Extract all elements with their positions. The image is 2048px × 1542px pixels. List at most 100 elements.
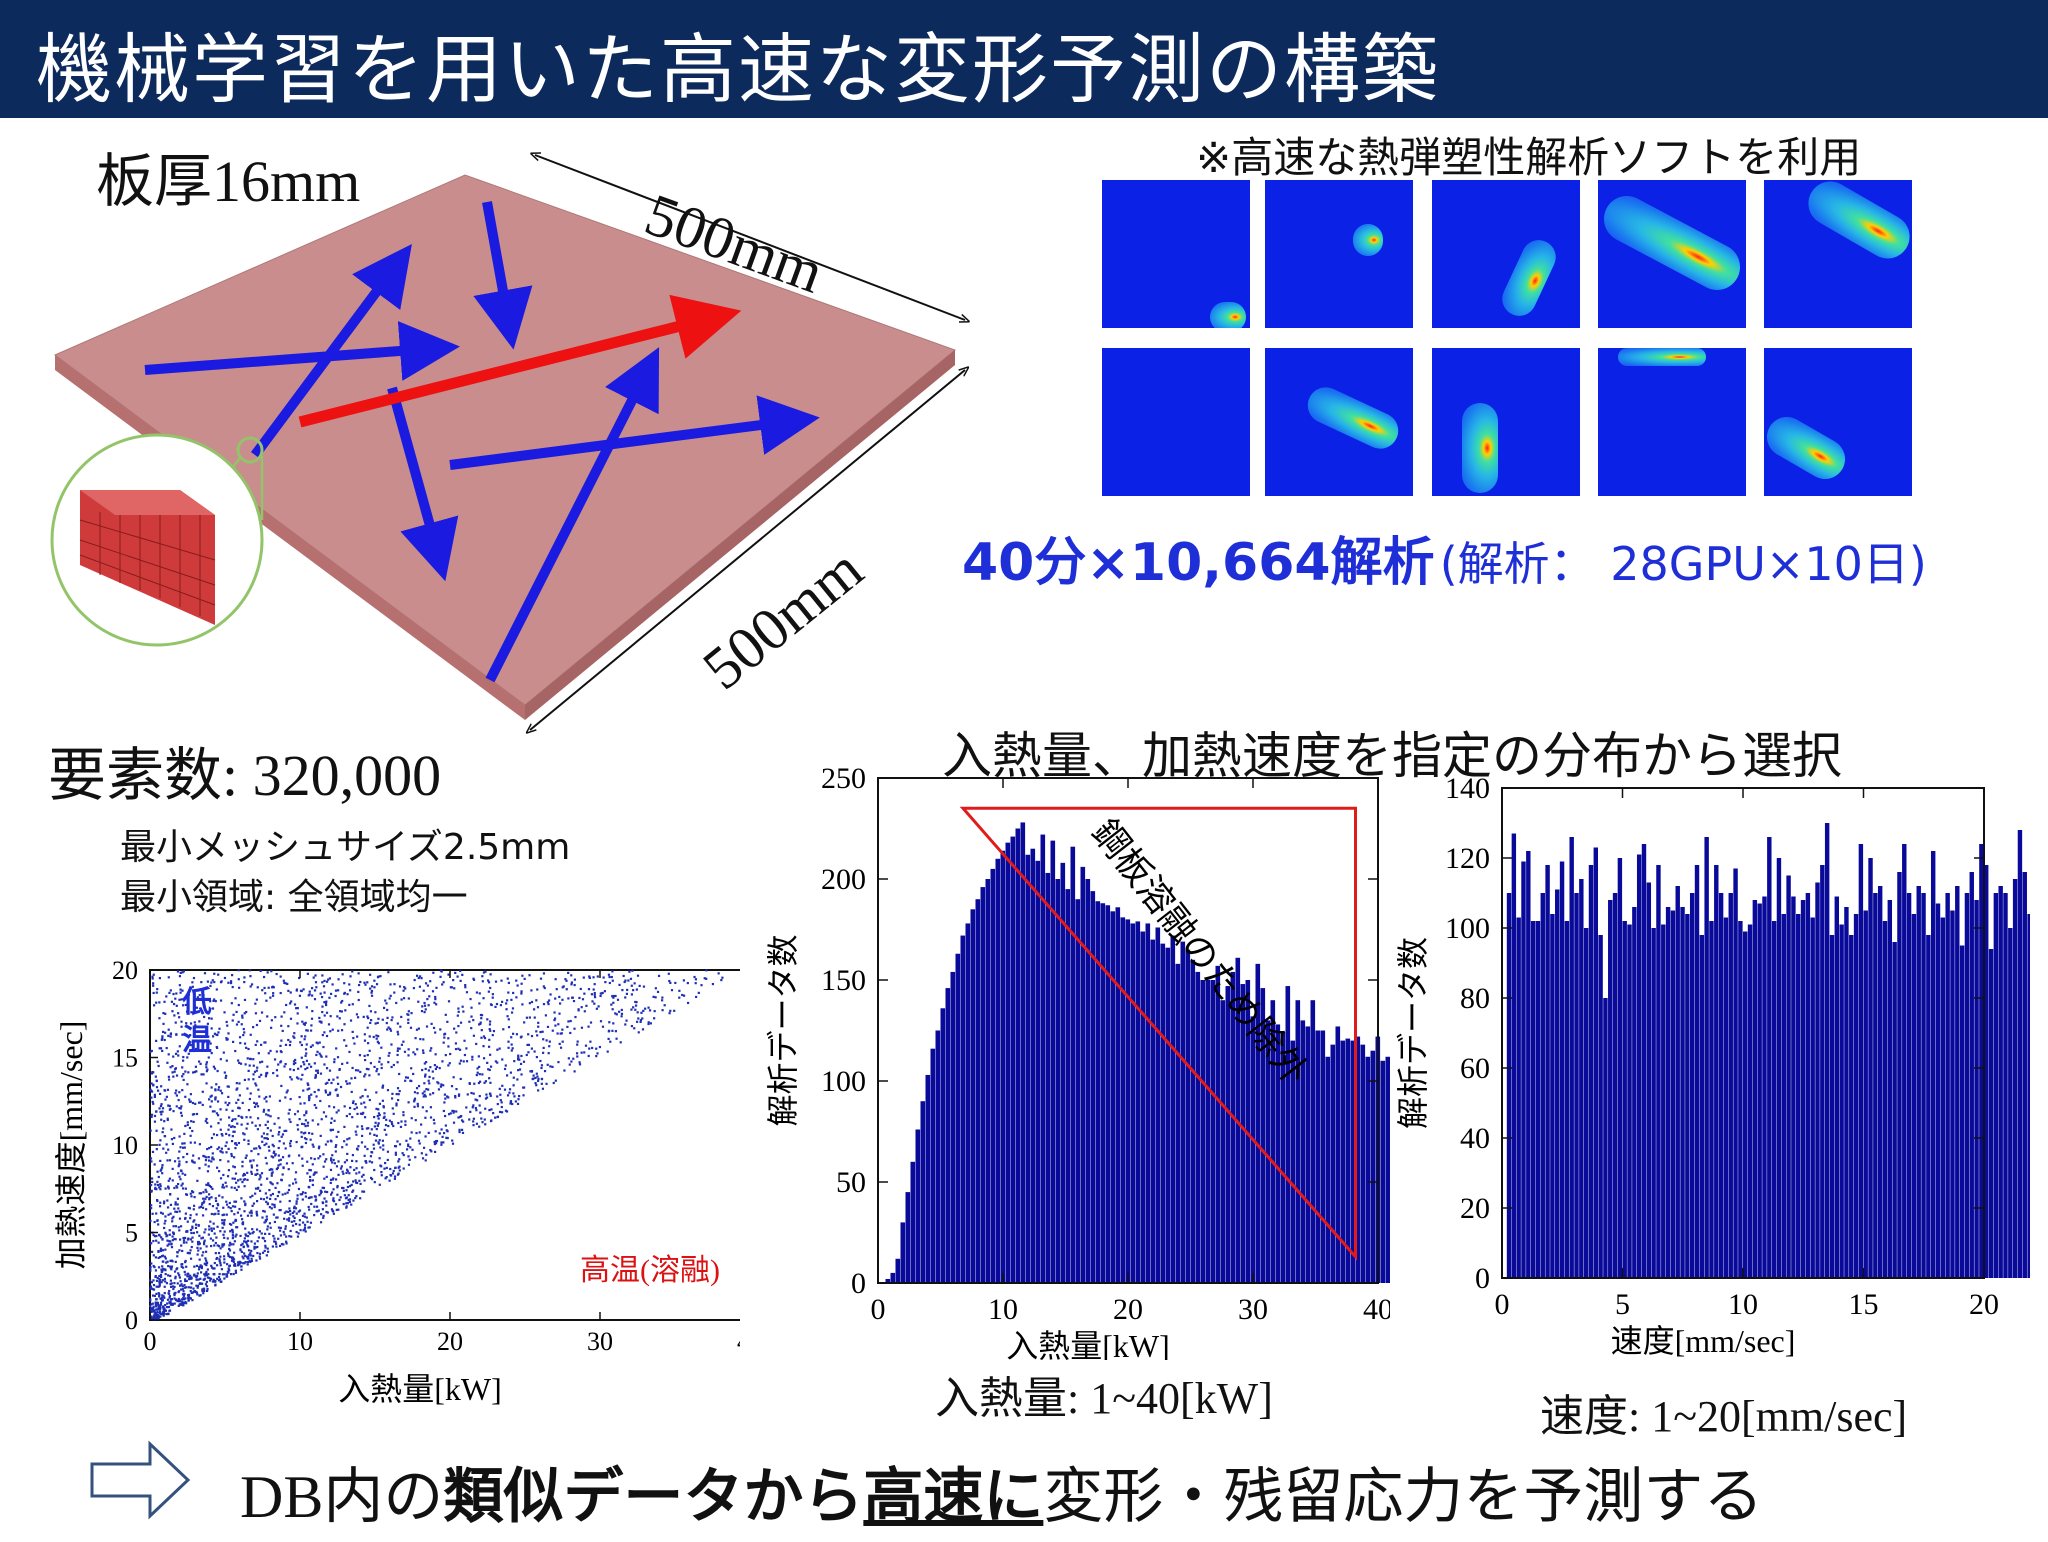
scatter-point [409,1026,413,1029]
scatter-point [288,1235,291,1238]
scatter-point [313,1103,316,1107]
scatter-point [472,1124,475,1127]
scatter-point [628,970,631,973]
scatter-point [353,1107,356,1111]
scatter-point [207,1056,210,1059]
histogram-bar [1511,833,1517,1278]
scatter-point [252,1058,255,1061]
scatter-point [301,1214,305,1217]
scatter-point [207,1035,210,1038]
scatter-point [159,1303,163,1306]
scatter-point [472,1034,476,1037]
scatter-point [507,1046,510,1049]
scatter-point [565,988,568,991]
scatter-point [441,1060,444,1063]
scatter-point [196,1246,199,1249]
scatter-point [325,1034,329,1038]
scatter-point [340,1001,343,1004]
scatter-point [570,981,574,984]
scatter-point [345,1171,348,1175]
scatter-point [178,1210,181,1213]
scatter-point [517,1098,520,1101]
scatter-point [339,1010,342,1013]
scatter-point [170,1285,173,1289]
scatter-point [331,1161,334,1164]
scatter-point [187,1052,190,1055]
scatter-point [382,1144,385,1147]
scatter-point [404,1123,407,1126]
scatter-point [630,984,633,987]
scatter-point [265,1113,268,1116]
scatter-point [184,1261,187,1264]
scatter-point [158,1143,161,1146]
scatter-point [381,1084,385,1087]
scatter-point [149,1129,152,1132]
scatter-point [280,1039,283,1042]
histogram-bar [1200,980,1206,1283]
scatter-point [303,1226,307,1229]
scatter-point [327,1023,331,1026]
scatter-point [233,1213,236,1216]
scatter-point [343,1194,346,1197]
scatter-point [354,1181,358,1184]
scatter-point [263,1041,266,1044]
scatter-point [198,1020,201,1023]
scatter-point [230,1125,233,1129]
scatter-point [311,994,314,997]
scatter-point [361,1190,364,1193]
scatter-point [180,1298,184,1301]
scatter-point [168,1104,171,1108]
scatter-point [314,974,317,977]
scatter-point [167,1034,170,1037]
scatter-point [416,1102,419,1106]
scatter-point [219,1128,222,1131]
scatter-point [297,1232,300,1235]
x-tick-label: 20 [1113,1293,1143,1326]
scatter-point [293,1032,296,1035]
y-tick-label: 200 [821,863,866,896]
scatter-point [175,1094,178,1097]
scatter-point [271,1134,274,1138]
scatter-point [163,1296,166,1299]
scatter-point [527,1033,530,1036]
scatter-point [482,1045,485,1048]
scatter-point [239,1214,243,1217]
scatter-point [210,1160,213,1163]
scatter-point [325,1175,328,1178]
histogram-bar [2012,879,2018,1278]
scatter-point [168,1240,171,1243]
scatter-point [460,1128,464,1131]
scatter-point [202,1243,206,1246]
scatter-point [155,1001,158,1004]
scatter-point [167,1078,171,1081]
scatter-point [315,1095,318,1098]
scatter-point [161,1035,164,1038]
scatter-point [157,1292,160,1295]
scatter-point [288,1002,292,1005]
scatter-point [160,1038,163,1041]
plate-thickness-label: 板厚16mm [96,149,361,214]
scatter-point [355,1106,359,1109]
scatter-point [425,1061,428,1064]
scatter-point [300,1135,303,1138]
scatter-point [345,1196,349,1199]
scatter-point [478,1094,481,1098]
scatter-point [583,1010,586,1013]
scatter-point [168,1296,171,1299]
scatter-point [470,1027,473,1030]
scatter-point [391,1172,395,1175]
scatter-point [184,1212,187,1215]
scatter-point [307,1196,310,1200]
scatter-point [227,1128,230,1131]
scatter-point [268,1168,271,1172]
scatter-point [259,1176,262,1179]
scatter-point [253,1101,256,1104]
scatter-point [348,1082,351,1085]
scatter-point [159,1188,162,1191]
scatter-point [189,1043,192,1047]
scatter-point [206,1289,209,1292]
scatter-point [155,1129,158,1132]
scatter-point [270,1174,273,1177]
scatter-point [157,1241,160,1244]
scatter-point [204,1163,207,1166]
